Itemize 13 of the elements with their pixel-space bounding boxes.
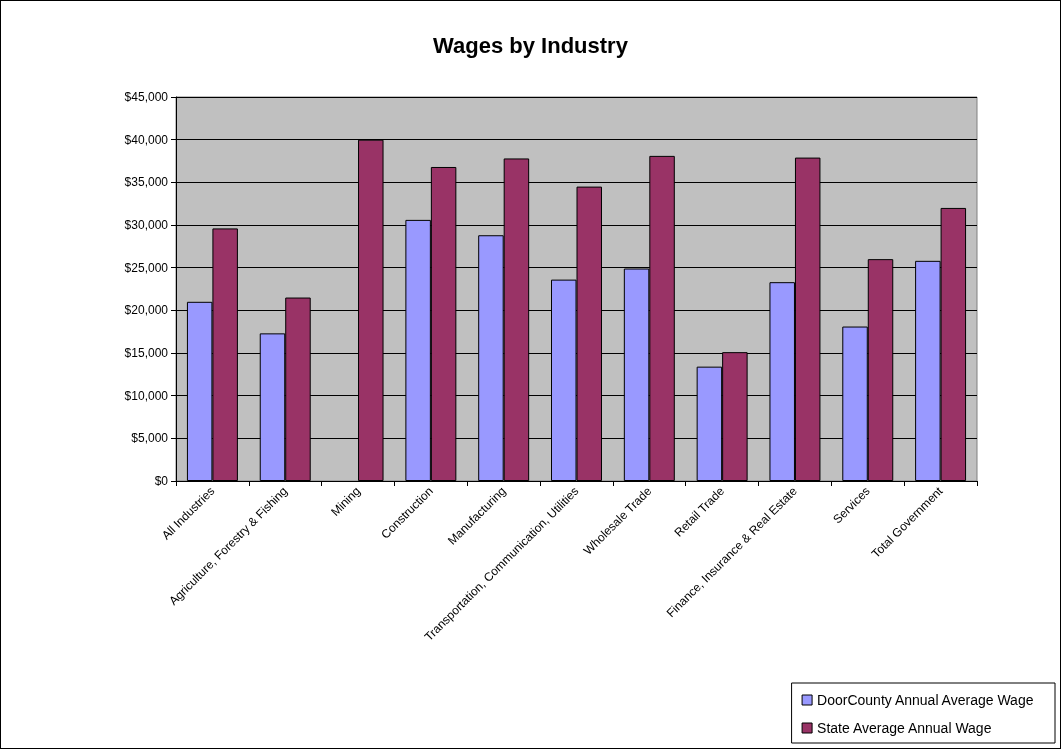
chart-title: Wages by Industry (433, 32, 629, 58)
legend-label: DoorCounty Annual Average Wage (817, 692, 1034, 708)
y-tick-label: $30,000 (124, 218, 169, 232)
y-tick-label: $35,000 (124, 175, 169, 190)
y-tick-label: $20,000 (124, 303, 169, 318)
y-tick-label: $0 (154, 474, 169, 488)
y-tick-label: $40,000 (124, 132, 169, 147)
y-tick-label: $45,000 (124, 90, 169, 104)
y-tick-label: $10,000 (124, 388, 169, 403)
y-tick-label: $15,000 (124, 346, 169, 360)
y-tick-label: $5,000 (131, 431, 169, 446)
legend-label: State Average Annual Wage (817, 720, 992, 736)
y-tick-label: $25,000 (124, 260, 169, 275)
